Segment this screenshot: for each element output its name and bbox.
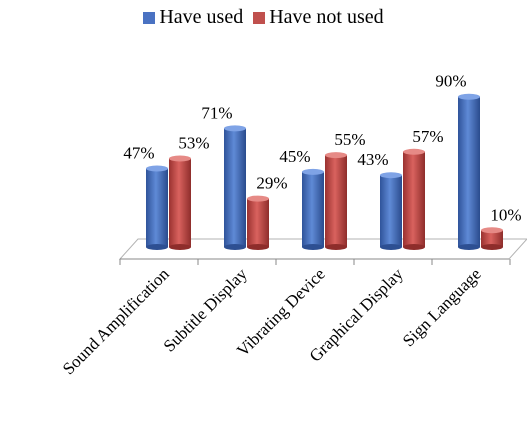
bar-cap [224, 125, 246, 132]
data-label-have-not-used-1: 29% [256, 174, 287, 193]
bar-base [302, 244, 324, 250]
data-label-have-not-used-2: 55% [334, 130, 365, 149]
bar-have-used-0 [146, 165, 168, 250]
bar-body [325, 155, 347, 247]
bar-have-not-used-0 [169, 155, 191, 250]
bar-base [380, 244, 402, 250]
bar-base [325, 244, 347, 250]
x-tick-label-0: Sound Amplification [59, 264, 173, 378]
legend-item-have-not-used: Have not used [253, 6, 384, 29]
bar-base [403, 244, 425, 250]
chart-floor [118, 238, 527, 265]
bar-have-not-used-1 [247, 195, 269, 250]
bar-have-used-2 [302, 168, 324, 250]
data-label-have-not-used-4: 10% [490, 205, 521, 224]
bar-base [481, 244, 503, 250]
bar-have-used-1 [224, 125, 246, 250]
legend-label-have-used: Have used [159, 6, 244, 28]
bar-have-not-used-4 [481, 227, 503, 250]
data-labels-group: 47% 53% 71% 29% 45% 55%43% 57% 90% 10% [123, 72, 521, 225]
bar-body [481, 230, 503, 247]
bars-group [146, 93, 503, 250]
bar-body [403, 151, 425, 247]
data-label-have-not-used-0: 53% [178, 133, 209, 152]
bar-body [458, 96, 480, 247]
bar-cap [302, 168, 324, 175]
data-label-have-used-1: 71% [201, 103, 232, 122]
data-label-have-used-4: 90% [435, 72, 466, 91]
bar-have-used-3 [380, 172, 402, 250]
bar-base [458, 244, 480, 250]
bar-have-not-used-2 [325, 152, 347, 250]
bar-body [380, 175, 402, 247]
bar-cap [481, 227, 503, 234]
data-label-have-used-0: 47% [123, 144, 154, 163]
bar-base [247, 244, 269, 250]
bar-have-not-used-3 [403, 148, 425, 250]
bar-body [169, 158, 191, 247]
data-label-have-used-2: 45% [279, 147, 310, 166]
bar-body [302, 171, 324, 247]
x-tick-label-4: Sign Language [399, 264, 485, 350]
bar-base [146, 244, 168, 250]
chart-legend: Have used Have not used [0, 6, 527, 29]
data-label-have-used-3: 43% [357, 150, 388, 169]
legend-swatch-have-used [143, 11, 156, 24]
bar-base [169, 244, 191, 250]
legend-item-have-used: Have used [143, 6, 243, 29]
bar-cap [169, 155, 191, 162]
bar-body [146, 168, 168, 247]
bar-cap [380, 172, 402, 179]
bar-cap [247, 195, 269, 202]
bar-cap [325, 152, 347, 159]
bar-body [224, 128, 246, 247]
bar-cap [458, 93, 480, 100]
data-label-have-not-used-3: 57% [412, 127, 443, 146]
legend-label-have-not-used: Have not used [269, 6, 384, 28]
bar-base [224, 244, 246, 250]
bar-cap [146, 165, 168, 172]
bar-cap [403, 148, 425, 155]
bar-body [247, 198, 269, 247]
bar-have-used-4 [458, 93, 480, 250]
legend-swatch-have-not-used [253, 11, 266, 24]
